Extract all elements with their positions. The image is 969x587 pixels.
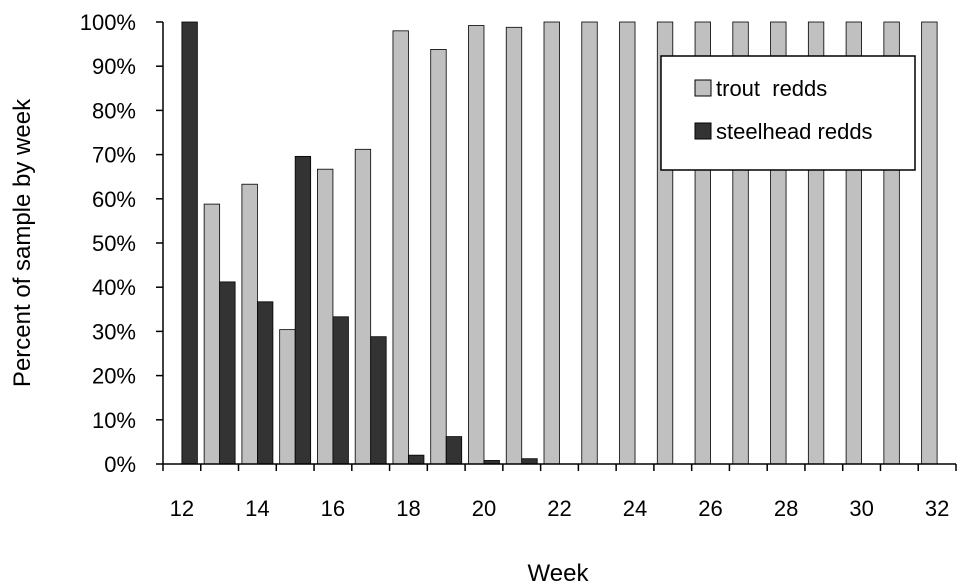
legend-label-steelhead-redds: steelhead redds [716, 119, 873, 144]
y-tick-label: 80% [92, 98, 136, 123]
bar-trout-redds-week-16 [317, 168, 334, 465]
bar-trout-redds-week-24 [619, 21, 636, 465]
y-axis-title: Percent of sample by week [9, 98, 36, 387]
y-tick-label: 60% [92, 187, 136, 212]
bar-trout-redds-week-19 [430, 49, 447, 465]
legend-box [660, 55, 916, 171]
x-tick-label: 28 [774, 496, 798, 521]
y-tick-label: 40% [92, 275, 136, 300]
bar-steelhead-redds-week-16 [332, 316, 349, 465]
y-tick-label: 10% [92, 408, 136, 433]
y-tick-label: 90% [92, 54, 136, 79]
legend: trout redds steelhead redds [660, 55, 916, 171]
x-tick-label: 30 [849, 496, 873, 521]
bar-trout-redds-week-23 [581, 21, 598, 465]
bar-trout-redds-week-13 [203, 203, 221, 465]
bar-steelhead-redds-week-17 [370, 336, 387, 465]
x-tick-label: 18 [396, 496, 420, 521]
y-tick-label: 70% [92, 143, 136, 168]
y-tick-label: 30% [92, 319, 136, 344]
bar-steelhead-redds-week-21 [521, 458, 538, 465]
bar-trout-redds-week-17 [354, 148, 372, 465]
y-tick-label: 50% [92, 231, 136, 256]
y-tick-label: 100% [80, 10, 136, 35]
bar-steelhead-redds-week-12 [181, 21, 198, 465]
bar-trout-redds-week-32 [921, 21, 938, 465]
bar-trout-redds-week-18 [392, 30, 409, 465]
legend-swatch-trout-redds [694, 79, 712, 97]
bar-trout-redds-week-22 [543, 21, 560, 465]
tick-labels-layer: 0% 10% 20% 30% 40% 50% 60% 70% 80% 90% 100% 12 14 16 1… [80, 10, 950, 521]
x-tick-label: 20 [472, 496, 496, 521]
x-tick-label: 22 [547, 496, 571, 521]
x-tick-label: 24 [623, 496, 647, 521]
x-tick-label: 12 [170, 496, 194, 521]
bar-trout-redds-week-14 [241, 183, 258, 465]
bar-trout-redds-week-21 [505, 26, 523, 465]
bar-steelhead-redds-week-19 [445, 436, 463, 465]
y-tick-label: 20% [92, 364, 136, 389]
x-tick-label: 16 [321, 496, 345, 521]
x-tick-label: 32 [925, 496, 949, 521]
bar-steelhead-redds-week-14 [256, 301, 274, 465]
axes-layer [156, 21, 957, 471]
legend-swatch-steelhead-redds [694, 122, 712, 140]
bar-trout-redds-week-20 [468, 25, 485, 465]
bar-steelhead-redds-week-18 [408, 454, 425, 465]
x-axis-title: Week [528, 560, 590, 587]
x-tick-label: 26 [698, 496, 722, 521]
x-tick-label: 14 [245, 496, 269, 521]
bar-trout-redds-week-15 [279, 329, 296, 465]
legend-label-trout-redds: trout redds [716, 76, 827, 101]
bar-steelhead-redds-week-13 [219, 281, 236, 465]
y-tick-label: 0% [104, 452, 136, 477]
bar-steelhead-redds-week-15 [294, 155, 312, 465]
